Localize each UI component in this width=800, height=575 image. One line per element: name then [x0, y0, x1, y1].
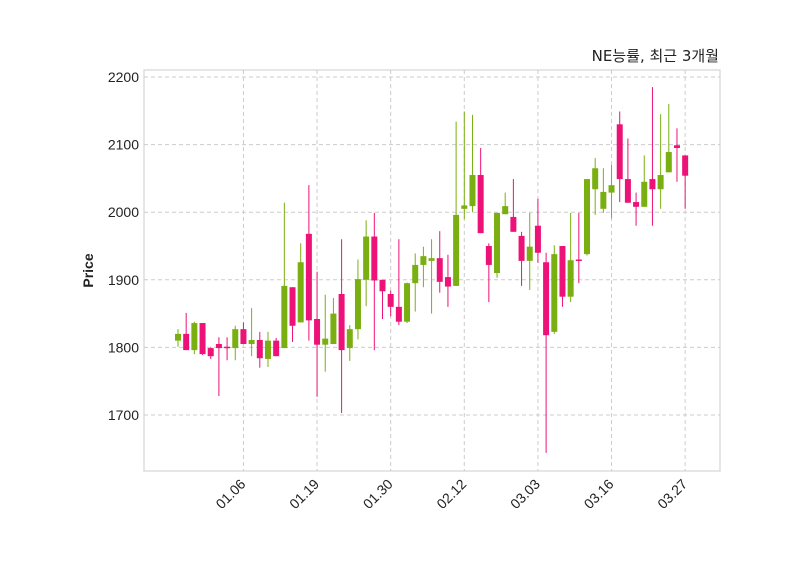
y-tick-label: 2200 [108, 69, 139, 85]
candle-up [322, 338, 329, 345]
candle-up [330, 313, 337, 345]
candle-up [567, 260, 574, 297]
candle-down [485, 246, 492, 265]
candle-up [502, 206, 509, 215]
y-tick-label: 2100 [108, 137, 139, 153]
candle-up [453, 214, 460, 286]
candle-down [314, 319, 321, 345]
candle-down [624, 179, 631, 203]
candle-down [183, 333, 190, 351]
candle-up [420, 256, 427, 265]
candle-down [207, 348, 214, 357]
candle-up [404, 283, 411, 322]
candle-up [297, 262, 304, 323]
candle-up [264, 340, 271, 359]
y-tick-label: 1900 [108, 272, 139, 288]
y-axis-label: Price [80, 253, 96, 287]
candle-up [363, 236, 370, 280]
candle-up [665, 152, 672, 173]
candle-up [494, 212, 501, 274]
x-tick-label: 01.06 [212, 476, 248, 512]
x-tick-label: 02.12 [433, 476, 469, 512]
candle-up [354, 279, 361, 330]
x-tick-label: 03.16 [581, 476, 617, 512]
x-tick-label: 03.27 [654, 476, 690, 512]
candle-down [387, 293, 394, 307]
candle-up [461, 205, 468, 209]
candle-down [273, 340, 280, 357]
candle-down [575, 259, 582, 262]
x-tick-label: 01.30 [360, 476, 396, 512]
candle-down [436, 258, 443, 282]
candle-up [641, 181, 648, 207]
candle-up [584, 179, 590, 255]
candle-up [248, 339, 255, 345]
candle-down [240, 329, 247, 345]
candle-up [600, 191, 607, 209]
x-tick-label: 01.19 [286, 476, 322, 512]
candle-down [199, 323, 206, 355]
candle-down [534, 225, 541, 253]
candle-down [477, 175, 484, 234]
candle-down [224, 346, 231, 349]
candle-down [379, 279, 386, 292]
candle-up [232, 329, 239, 349]
candle-down [616, 124, 623, 180]
candle-down [682, 155, 689, 176]
candle-up [551, 254, 558, 332]
candle-up [592, 168, 599, 190]
chart-title: NE능률, 최근 3개월 [591, 47, 719, 65]
y-tick-label: 2000 [108, 204, 139, 220]
candle-down [289, 287, 296, 326]
candle-down [633, 202, 640, 207]
candle-down [371, 236, 378, 281]
candle-down [444, 277, 451, 287]
candle-up [428, 258, 435, 261]
candle-up [608, 185, 615, 193]
candle-down [395, 306, 402, 322]
candle-down [338, 293, 345, 351]
candle-up [412, 264, 419, 284]
candle-up [281, 285, 288, 349]
y-tick-label: 1800 [108, 339, 139, 355]
candle-down [510, 216, 517, 232]
y-tick-label: 1700 [108, 407, 139, 423]
candle-up [657, 175, 664, 190]
candle-down [649, 179, 656, 190]
candle-up [526, 246, 533, 261]
candle-down [559, 246, 566, 297]
x-tick-label: 03.03 [507, 476, 543, 512]
candle-up [346, 329, 353, 349]
candle-up [469, 175, 476, 207]
candle-up [191, 323, 198, 351]
candle-down [543, 262, 550, 336]
candle-down [518, 235, 525, 261]
candle-down [256, 339, 263, 359]
candle-down [305, 233, 312, 321]
candle-down [215, 344, 222, 349]
candle-down [673, 145, 680, 148]
candle-up [175, 333, 181, 341]
